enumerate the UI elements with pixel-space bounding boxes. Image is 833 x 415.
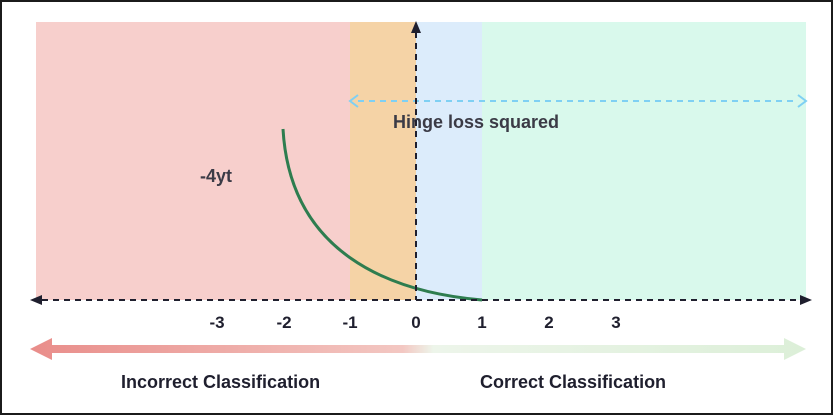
margin-left-region: [350, 22, 416, 300]
hinge-loss-label: Hinge loss squared: [393, 112, 559, 132]
margin-right-region: [416, 22, 482, 300]
classification-arrow: [30, 338, 806, 360]
x-tick-label: 3: [611, 313, 620, 332]
x-tick-label: 0: [411, 313, 420, 332]
incorrect-classification-label: Incorrect Classification: [121, 372, 320, 392]
x-tick-label: 1: [477, 313, 486, 332]
correct-classification-label: Correct Classification: [480, 372, 666, 392]
x-tick-label: -1: [342, 313, 357, 332]
loss-span-arrow: [348, 94, 808, 108]
y-axis: [411, 21, 421, 300]
x-tick-label: -3: [209, 313, 224, 332]
loss-curve: [281, 128, 483, 302]
incorrect-region: [36, 22, 350, 300]
x-tick-labels: -3 -2 -1 0 1 2 3: [209, 313, 620, 332]
x-tick-label: -2: [276, 313, 291, 332]
x-axis: [30, 295, 812, 305]
correct-region: [482, 22, 806, 300]
curve-label: -4yt: [200, 166, 232, 186]
x-tick-label: 2: [544, 313, 553, 332]
